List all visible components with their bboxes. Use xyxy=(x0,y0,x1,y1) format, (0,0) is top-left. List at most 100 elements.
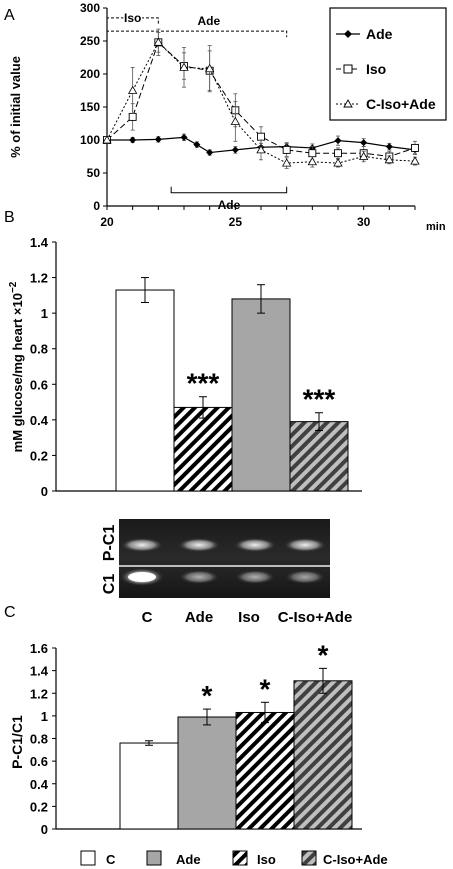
panel-a-xlabel: min xyxy=(426,221,446,233)
bar xyxy=(293,680,353,830)
panel-b-ylabel-exponent: −2 xyxy=(8,281,19,293)
annotation-bracket-ade-top xyxy=(106,30,288,38)
panel-b-ylabel-text: mM glucose/mg heart ×10 xyxy=(10,293,25,452)
annotation-bracket-ade-bottom xyxy=(170,186,288,194)
legend-label-iso-bottom: Iso xyxy=(257,852,276,867)
y-tick-label: 0.4 xyxy=(30,413,49,428)
bar xyxy=(115,289,175,492)
data-point xyxy=(206,149,214,157)
y-tick-label: 1.4 xyxy=(30,664,49,679)
annotation-label-iso: Iso xyxy=(124,11,141,25)
panel-b-ylabel: mM glucose/mg heart ×10−2 xyxy=(8,281,25,452)
blot-image xyxy=(119,519,330,598)
legend-label-ade-bottom: Ade xyxy=(176,852,201,867)
data-point xyxy=(128,112,137,121)
legend-label-ade: Ade xyxy=(366,26,393,42)
blot-band xyxy=(285,570,325,584)
y-tick-label: 0 xyxy=(41,822,48,837)
lane-label-c: C xyxy=(142,609,153,626)
annotation-bracket-iso xyxy=(106,17,159,24)
diamond-marker-icon xyxy=(344,30,352,38)
blot-band xyxy=(121,538,163,552)
data-point xyxy=(282,145,291,154)
legend-swatch-c-iso-ade xyxy=(301,850,317,866)
y-tick-label: 1 xyxy=(41,709,48,724)
data-point xyxy=(179,62,189,71)
y-tick-label: 1.2 xyxy=(30,686,48,701)
y-tick-label: 0.8 xyxy=(30,732,48,747)
significance-label: *** xyxy=(303,384,336,415)
blot-label-c1: C1 xyxy=(101,574,118,595)
y-tick-label: 1.2 xyxy=(30,271,48,286)
data-point xyxy=(129,136,137,144)
western-blot: P-C1 C1 xyxy=(101,519,330,598)
blot-band xyxy=(284,538,326,552)
y-tick-label: 1 xyxy=(41,306,48,321)
panel-a-label: A xyxy=(4,7,15,24)
y-tick-label: 200 xyxy=(80,67,100,81)
y-tick-label: 300 xyxy=(80,1,100,15)
y-tick-label: 150 xyxy=(80,100,100,114)
data-point xyxy=(308,149,317,158)
y-tick-label: 1.6 xyxy=(30,641,48,656)
blot-label-p-c1: P-C1 xyxy=(101,525,118,562)
data-point xyxy=(281,158,292,167)
blot-band xyxy=(179,570,219,584)
legend-swatch-c xyxy=(80,850,96,866)
data-point xyxy=(307,156,318,166)
y-tick-label: 50 xyxy=(87,166,101,180)
panel-a-ylabel: % of initial value xyxy=(8,56,23,158)
bar xyxy=(119,742,179,830)
y-tick-label: 0 xyxy=(41,484,48,499)
significance-label: * xyxy=(202,680,213,711)
panel-b-bar-chart: 0 0.2 0.4 0.6 0.8 1 1.2 1.4 *** *** xyxy=(30,235,362,499)
legend-item-c-iso-ade: C-Iso+Ade xyxy=(336,96,436,112)
legend-label-c-iso-ade-bottom: C-Iso+Ade xyxy=(323,852,388,867)
bar xyxy=(289,421,349,492)
data-point xyxy=(231,146,239,154)
data-point xyxy=(334,137,342,145)
x-tick-label: 20 xyxy=(100,215,114,229)
lane-label-ade: Ade xyxy=(185,609,213,626)
data-point xyxy=(384,154,395,164)
panel-c-ylabel: P-C1/C1 xyxy=(9,715,25,769)
annotation-label-ade-bottom: Ade xyxy=(218,198,241,212)
y-tick-label: 0 xyxy=(93,199,100,213)
triangle-marker-icon xyxy=(343,99,353,108)
blot-band-strong xyxy=(128,572,156,582)
panel-c-bar-chart: 0 0.2 0.4 0.6 0.8 1 1.2 1.4 1.6 * * * xyxy=(30,639,362,837)
significance-label: * xyxy=(260,673,271,704)
legend-box xyxy=(329,7,447,121)
panel-a-legend: Ade Iso C-Iso+Ade xyxy=(329,7,447,121)
legend-label-c-iso-ade: C-Iso+Ade xyxy=(366,96,436,112)
legend-item-ade: Ade xyxy=(336,26,393,42)
data-point xyxy=(410,156,420,165)
data-point xyxy=(333,158,343,167)
y-tick-label: 0.2 xyxy=(30,799,48,814)
data-point xyxy=(385,143,393,151)
y-tick-label: 0.6 xyxy=(30,377,48,392)
significance-label: * xyxy=(318,639,329,670)
legend-swatch-ade xyxy=(146,850,162,866)
panel-b-label: B xyxy=(4,209,15,226)
bar xyxy=(231,298,291,492)
data-point xyxy=(411,143,419,152)
data-point xyxy=(102,135,112,144)
y-tick-label: 0.2 xyxy=(30,448,48,463)
y-tick-label: 100 xyxy=(80,133,100,147)
blot-band xyxy=(235,570,275,584)
x-tick-label: 30 xyxy=(357,215,371,229)
bar xyxy=(177,716,237,830)
lane-label-iso: Iso xyxy=(238,609,260,626)
data-point xyxy=(360,139,368,147)
annotation-label-ade-top: Ade xyxy=(197,14,220,28)
lane-label-c-iso-ade: C-Iso+Ade xyxy=(278,609,353,626)
data-point xyxy=(204,63,215,73)
series-line-0 xyxy=(107,136,416,154)
significance-label: *** xyxy=(187,368,220,399)
legend-label-c: C xyxy=(106,852,116,867)
data-point xyxy=(180,133,188,141)
bar xyxy=(235,711,295,830)
legend-item-iso: Iso xyxy=(336,61,386,77)
